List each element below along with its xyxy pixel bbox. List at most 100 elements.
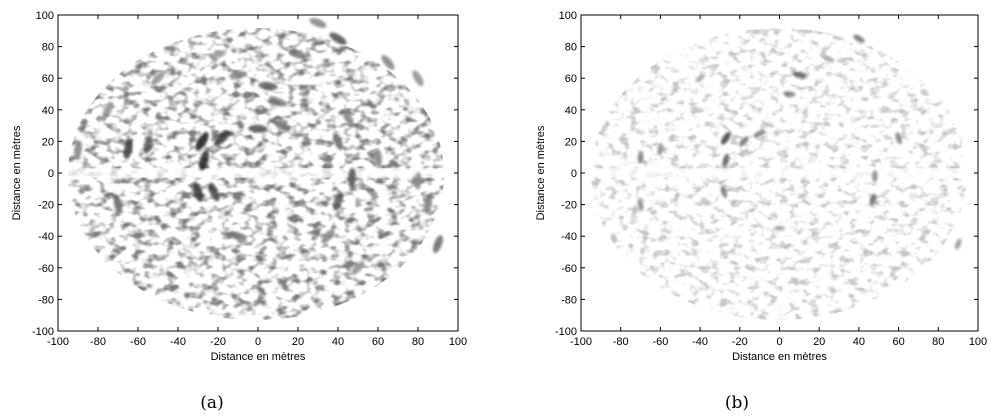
reflector-a-1 — [123, 139, 133, 160]
y-tick-label-a: 100 — [36, 10, 54, 22]
x-tick-label-a: -100 — [47, 336, 69, 348]
reflector-b-13 — [637, 198, 644, 211]
reflector-b-14 — [720, 186, 728, 198]
x-tick-label-a: -20 — [210, 336, 226, 348]
x-tick-label-a: -80 — [90, 336, 106, 348]
reflector-b-11 — [871, 170, 878, 183]
reflector-a-23 — [229, 231, 247, 241]
reflector-b-6 — [753, 129, 766, 138]
panel-caption: (a) — [200, 393, 223, 413]
reflector-b-7 — [792, 71, 807, 79]
x-axis-label: Distance en mètres — [732, 351, 827, 363]
reflector-a-16 — [342, 109, 354, 126]
sonar-coverage — [68, 28, 444, 320]
x-tick-label-a: 80 — [412, 336, 424, 348]
reflector-a-26 — [433, 235, 443, 253]
reflector-b-10 — [895, 132, 902, 145]
reflector-b-5 — [738, 136, 749, 147]
panel-caption: (b) — [725, 393, 749, 413]
reflector-a-17 — [347, 167, 357, 188]
x-tick-label-b: -20 — [732, 336, 748, 348]
reflector-a-31 — [151, 71, 165, 86]
reflector-a-19 — [374, 148, 382, 167]
reflector-a-8 — [258, 81, 278, 91]
reflector-a-15 — [332, 132, 344, 151]
reflector-b-2 — [657, 143, 664, 156]
x-tick-label-b: -100 — [570, 336, 592, 348]
reflector-b-17 — [695, 74, 705, 83]
y-tick-label-a: -80 — [38, 294, 54, 306]
sonar-coverage — [591, 28, 967, 320]
reflector-a-9 — [269, 97, 287, 107]
y-tick-label-b: -20 — [561, 200, 577, 212]
reflector-b-18 — [823, 55, 835, 63]
reflector-a-12 — [309, 17, 327, 28]
x-tick-label-a: -40 — [170, 336, 186, 348]
x-tick-label-a: -60 — [130, 336, 146, 348]
x-tick-label-a: 0 — [255, 336, 261, 348]
reflector-a-7 — [273, 119, 291, 132]
reflector-a-14 — [412, 70, 424, 87]
reflector-a-10 — [229, 70, 247, 80]
y-tick-label-a: 0 — [48, 168, 54, 180]
y-tick-label-b: -100 — [555, 326, 577, 338]
reflector-a-5 — [214, 130, 230, 146]
reflector-b-9 — [853, 34, 865, 43]
reflector-a-4 — [199, 150, 209, 171]
reflector-a-32 — [209, 50, 227, 59]
y-axis-label: Distance en mètres — [11, 125, 23, 220]
x-tick-label-b: -40 — [692, 336, 708, 348]
reflector-a-29 — [103, 101, 113, 119]
x-tick-label-a: 60 — [372, 336, 384, 348]
reflector-a-11 — [329, 32, 347, 45]
reflector-a-33 — [289, 49, 307, 60]
y-tick-label-b: 40 — [565, 105, 577, 117]
reflector-a-22 — [208, 182, 220, 202]
x-tick-label-a: 40 — [332, 336, 344, 348]
reflector-b-4 — [722, 153, 730, 168]
reflector-a-25 — [351, 260, 365, 275]
x-tick-label-b: -80 — [613, 336, 629, 348]
x-tick-label-b: -60 — [652, 336, 668, 348]
x-axis-label: Distance en mètres — [211, 351, 306, 363]
reflector-a-3 — [195, 132, 209, 151]
x-tick-label-a: 20 — [292, 336, 304, 348]
y-tick-label-a: -40 — [38, 231, 54, 243]
y-tick-label-a: 40 — [42, 105, 54, 117]
reflector-a-2 — [143, 135, 153, 154]
reflector-a-18 — [333, 192, 343, 211]
y-tick-label-b: 100 — [559, 10, 577, 22]
reflector-a-21 — [192, 182, 204, 202]
reflector-b-3 — [721, 131, 731, 145]
y-axis-label: Distance en mètres — [535, 125, 547, 220]
x-tick-label-b: 40 — [853, 336, 865, 348]
chart-panel-b: -100 -80 -60 -40 -20 0 20 40 60 80 100 -100 -80 -60 -4… — [535, 10, 987, 413]
y-tick-label-b: 20 — [565, 136, 577, 148]
y-tick-label-a: 80 — [42, 42, 54, 54]
y-tick-label-a: -60 — [38, 263, 54, 275]
reflector-b-1 — [637, 151, 644, 164]
reflector-b-12 — [869, 193, 877, 207]
reflector-a-13 — [381, 55, 395, 70]
y-tick-label-b: -80 — [561, 294, 577, 306]
x-tick-label-b: 0 — [776, 336, 782, 348]
reflector-b-16 — [954, 238, 962, 250]
x-tick-label-b: 60 — [892, 336, 904, 348]
reflector-b-15 — [773, 225, 786, 231]
x-tick-label-b: 80 — [932, 336, 944, 348]
chart-panel-a: -100 -80 -60 -40 -20 0 20 40 60 80 100 -100 -80 -60 -4… — [11, 10, 467, 413]
y-tick-label-b: 80 — [565, 42, 577, 54]
y-tick-label-b: -60 — [561, 263, 577, 275]
reflector-a-27 — [423, 195, 433, 214]
y-tick-label-a: -20 — [38, 200, 54, 212]
y-tick-label-b: 0 — [571, 168, 577, 180]
y-tick-label-a: 60 — [42, 73, 54, 85]
y-tick-label-a: -100 — [32, 326, 54, 338]
reflector-a-28 — [414, 172, 422, 190]
x-tick-label-a: 100 — [449, 336, 467, 348]
reflector-a-24 — [321, 228, 335, 244]
reflector-a-20 — [113, 195, 123, 214]
reflector-a-30 — [74, 140, 82, 159]
reflector-b-8 — [783, 91, 796, 97]
y-tick-label-b: -40 — [561, 231, 577, 243]
